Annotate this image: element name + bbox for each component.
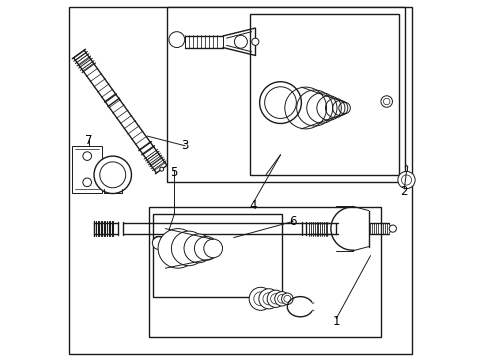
Text: 7: 7 bbox=[85, 134, 93, 147]
Circle shape bbox=[281, 293, 292, 305]
Circle shape bbox=[266, 290, 284, 307]
Circle shape bbox=[253, 292, 267, 306]
Circle shape bbox=[397, 171, 414, 189]
Circle shape bbox=[383, 98, 389, 105]
Circle shape bbox=[259, 82, 301, 123]
Circle shape bbox=[183, 234, 212, 263]
Circle shape bbox=[277, 294, 285, 303]
Circle shape bbox=[263, 293, 274, 305]
Circle shape bbox=[160, 167, 163, 171]
Circle shape bbox=[100, 162, 125, 188]
Text: 5: 5 bbox=[170, 166, 178, 179]
Circle shape bbox=[94, 156, 131, 194]
Circle shape bbox=[270, 294, 281, 304]
Circle shape bbox=[168, 32, 184, 48]
Circle shape bbox=[194, 237, 218, 260]
Text: 1: 1 bbox=[332, 315, 339, 328]
Text: 6: 6 bbox=[289, 215, 296, 228]
Bar bbox=[152, 214, 282, 297]
Text: 3: 3 bbox=[181, 139, 188, 152]
Circle shape bbox=[264, 87, 296, 118]
Circle shape bbox=[158, 229, 197, 268]
Circle shape bbox=[258, 289, 279, 309]
Circle shape bbox=[171, 231, 205, 266]
Circle shape bbox=[203, 239, 222, 258]
Circle shape bbox=[380, 96, 392, 107]
Text: 2: 2 bbox=[400, 185, 407, 198]
Circle shape bbox=[274, 292, 288, 306]
Text: 4: 4 bbox=[249, 199, 257, 212]
Bar bbox=[249, 14, 399, 175]
Circle shape bbox=[284, 295, 290, 302]
Circle shape bbox=[82, 178, 91, 186]
Circle shape bbox=[388, 225, 396, 232]
Bar bbox=[72, 146, 102, 193]
Bar bbox=[167, 7, 404, 182]
Circle shape bbox=[251, 38, 258, 45]
Circle shape bbox=[249, 287, 272, 310]
Bar bbox=[149, 207, 381, 337]
Circle shape bbox=[82, 152, 91, 161]
Circle shape bbox=[234, 35, 247, 48]
Circle shape bbox=[152, 237, 165, 249]
Circle shape bbox=[401, 175, 411, 185]
